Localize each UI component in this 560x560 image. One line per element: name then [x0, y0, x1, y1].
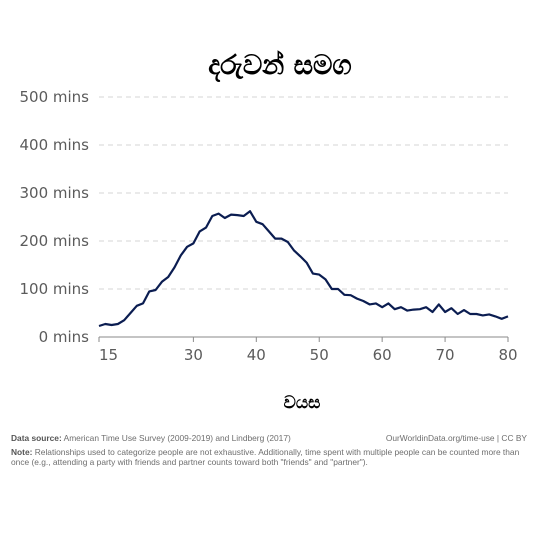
- y-tick-label: 300 mins: [20, 184, 90, 202]
- x-tick-label: 60: [373, 346, 392, 364]
- y-axis-ticks: 0 mins 100 mins 200 mins 300 mins 400 mins 50…: [20, 88, 90, 346]
- series-group: [98, 210, 509, 328]
- x-tick-label: 50: [310, 346, 329, 364]
- y-tick-label: 400 mins: [20, 136, 90, 154]
- x-tick-label: 30: [184, 346, 203, 364]
- footer-note: Note: Relationships used to categorize p…: [11, 447, 527, 467]
- x-tick-label: 80: [498, 346, 517, 364]
- x-tick-label: 15: [99, 346, 118, 364]
- x-axis-label: වයස: [284, 393, 321, 413]
- source-text: American Time Use Survey (2009-2019) and…: [63, 433, 291, 443]
- y-tick-label: 100 mins: [20, 280, 90, 298]
- y-tick-label: 500 mins: [20, 88, 90, 106]
- chart-title: දරුවන් සමග: [208, 50, 352, 81]
- x-axis: 15 30 40 50 60 70 80: [98, 336, 518, 364]
- y-tick-label: 200 mins: [20, 232, 90, 250]
- line-chart: 0 mins 100 mins 200 mins 300 mins 400 mins 50…: [20, 88, 518, 413]
- note-text: Relationships used to categorize people …: [11, 447, 520, 467]
- source-label: Data source:: [11, 433, 62, 443]
- series-line: [98, 210, 509, 328]
- credit-link[interactable]: OurWorldinData.org/time-use | CC BY: [385, 433, 527, 443]
- x-tick-label: 40: [247, 346, 266, 364]
- y-tick-label: 0 mins: [39, 328, 90, 346]
- footer-source: Data source: American Time Use Survey (2…: [11, 433, 527, 443]
- note-label: Note:: [11, 447, 33, 457]
- x-tick-label: 70: [436, 346, 455, 364]
